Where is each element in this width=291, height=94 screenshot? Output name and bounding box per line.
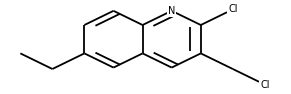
Text: N: N — [168, 6, 175, 16]
Text: Cl: Cl — [260, 80, 269, 90]
Text: Cl: Cl — [228, 4, 237, 14]
